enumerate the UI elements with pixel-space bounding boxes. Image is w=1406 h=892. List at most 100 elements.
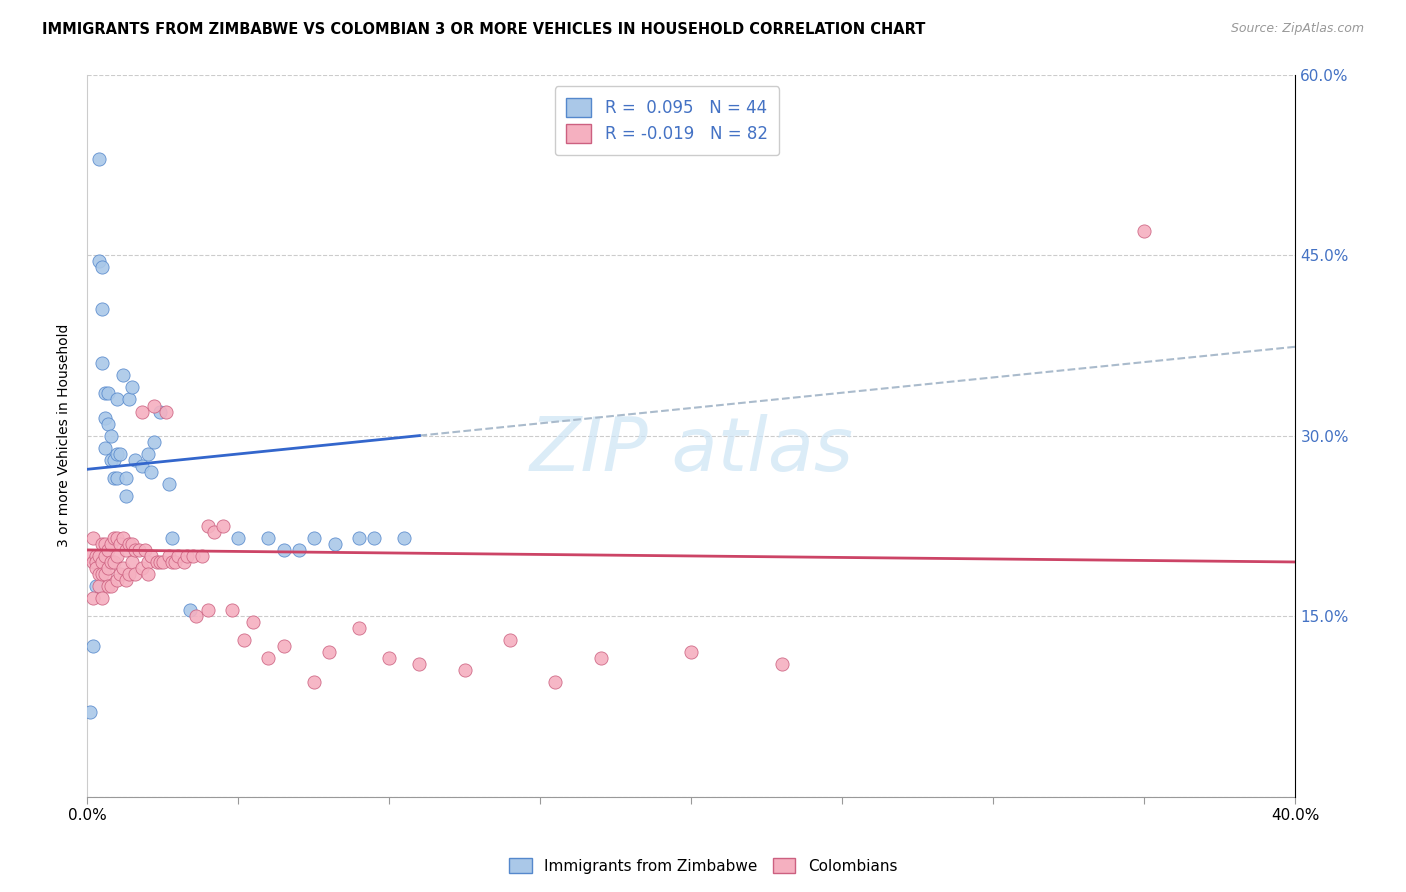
Text: IMMIGRANTS FROM ZIMBABWE VS COLOMBIAN 3 OR MORE VEHICLES IN HOUSEHOLD CORRELATIO: IMMIGRANTS FROM ZIMBABWE VS COLOMBIAN 3 … (42, 22, 925, 37)
Text: ZIP atlas: ZIP atlas (529, 414, 853, 486)
Point (124, 567, 146, 582)
Point (105, 392, 128, 407)
Point (112, 368, 135, 383)
Point (105, 471, 128, 485)
Point (589, 651, 612, 665)
Point (94, 549, 117, 563)
Point (136, 447, 159, 461)
Point (681, 645, 703, 659)
Point (91, 591, 114, 605)
Point (257, 651, 280, 665)
Point (287, 543, 309, 558)
Point (115, 471, 138, 485)
Point (257, 531, 280, 545)
Point (118, 567, 141, 582)
Point (121, 380, 143, 394)
Point (197, 603, 219, 617)
Point (112, 561, 135, 575)
Point (97, 561, 120, 575)
Point (105, 573, 128, 587)
Point (91, 537, 114, 551)
Point (323, 537, 346, 551)
Point (97, 579, 120, 593)
Point (110, 447, 132, 461)
Point (128, 543, 150, 558)
Point (544, 675, 567, 690)
Point (233, 633, 256, 648)
Point (131, 458, 153, 473)
Point (105, 447, 128, 461)
Point (103, 531, 125, 545)
Point (118, 537, 141, 551)
Legend: Immigrants from Zimbabwe, Colombians: Immigrants from Zimbabwe, Colombians (503, 852, 903, 880)
Point (173, 555, 195, 569)
Point (91, 356, 114, 370)
Point (273, 543, 295, 558)
Point (134, 543, 156, 558)
Point (347, 621, 370, 635)
Point (394, 531, 416, 545)
Point (139, 465, 162, 479)
Point (302, 675, 325, 690)
Point (155, 404, 177, 418)
Point (110, 537, 132, 551)
Point (242, 615, 264, 629)
Point (103, 471, 125, 485)
Point (191, 549, 214, 563)
Point (115, 573, 138, 587)
Point (363, 531, 385, 545)
Point (100, 579, 122, 593)
Point (136, 555, 159, 569)
Point (105, 531, 128, 545)
Point (131, 404, 153, 418)
Point (197, 519, 219, 533)
Point (302, 531, 325, 545)
Point (97, 543, 120, 558)
Point (152, 555, 174, 569)
Point (89, 152, 111, 166)
Point (226, 531, 249, 545)
Point (157, 476, 180, 491)
Legend: R =  0.095   N = 44, R = -0.019   N = 82: R = 0.095 N = 44, R = -0.019 N = 82 (555, 87, 779, 155)
Point (378, 651, 401, 665)
Point (121, 537, 143, 551)
Point (318, 645, 340, 659)
Point (100, 537, 122, 551)
Point (163, 555, 186, 569)
Point (118, 392, 141, 407)
Point (89, 579, 111, 593)
Point (142, 434, 165, 449)
Point (408, 657, 430, 672)
Point (94, 386, 117, 401)
Point (273, 639, 295, 653)
Point (79, 706, 101, 720)
Point (145, 555, 167, 569)
Point (157, 549, 180, 563)
Point (94, 441, 117, 455)
Point (160, 531, 183, 545)
Point (179, 603, 201, 617)
Point (136, 567, 159, 582)
Point (91, 302, 114, 317)
Point (454, 663, 477, 677)
Point (94, 537, 117, 551)
Point (166, 549, 188, 563)
Point (97, 386, 120, 401)
Point (499, 633, 522, 648)
Point (221, 603, 243, 617)
Point (176, 549, 198, 563)
Point (110, 567, 132, 582)
Point (91, 567, 114, 582)
Point (100, 452, 122, 467)
Point (142, 399, 165, 413)
Point (160, 555, 183, 569)
Point (149, 555, 172, 569)
Point (84, 579, 107, 593)
Point (100, 428, 122, 442)
Point (97, 417, 120, 431)
Point (149, 404, 172, 418)
Point (139, 549, 162, 563)
Point (770, 657, 793, 672)
Point (124, 543, 146, 558)
Point (84, 555, 107, 569)
